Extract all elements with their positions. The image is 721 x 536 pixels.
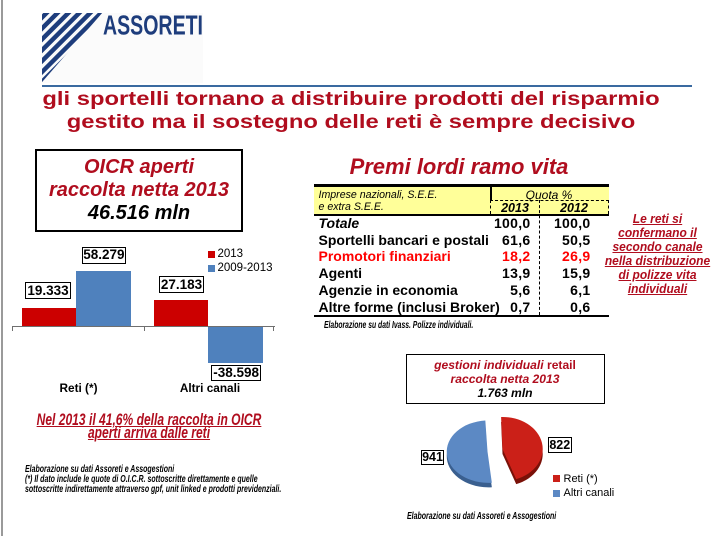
svg-text:ASSORETI: ASSORETI	[103, 13, 203, 40]
